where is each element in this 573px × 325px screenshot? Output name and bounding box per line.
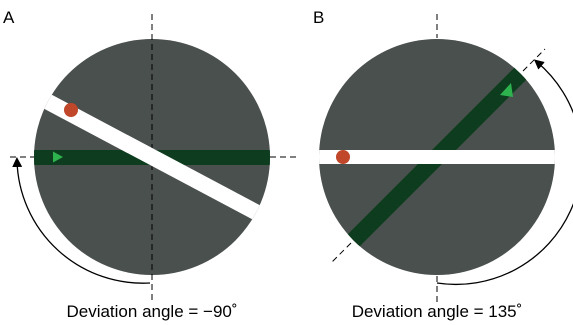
panel-b-diagonal-axis-top <box>522 48 546 72</box>
panel-a-red-dot <box>64 103 78 117</box>
panel-b-red-dot <box>336 150 350 164</box>
panel-a-green-arrowhead <box>53 151 63 163</box>
panel-b-letter: B <box>313 8 324 27</box>
panel-a-letter: A <box>3 8 15 27</box>
panel-a-rotation-arrow <box>12 157 151 284</box>
panel-b-diagonal-axis-bottom <box>330 242 352 264</box>
panel-b-caption: Deviation angle = 135˚ <box>352 302 523 321</box>
panel-b-rotation-arrow <box>436 59 573 286</box>
panel-b-green-arrowhead <box>500 83 513 97</box>
panel-a: A Deviation angle = −90˚ <box>3 8 296 321</box>
panel-b-white-bar <box>319 150 555 164</box>
panel-b: B Deviation angle = 135˚ <box>313 8 573 321</box>
panel-a-caption: Deviation angle = −90˚ <box>66 302 237 321</box>
